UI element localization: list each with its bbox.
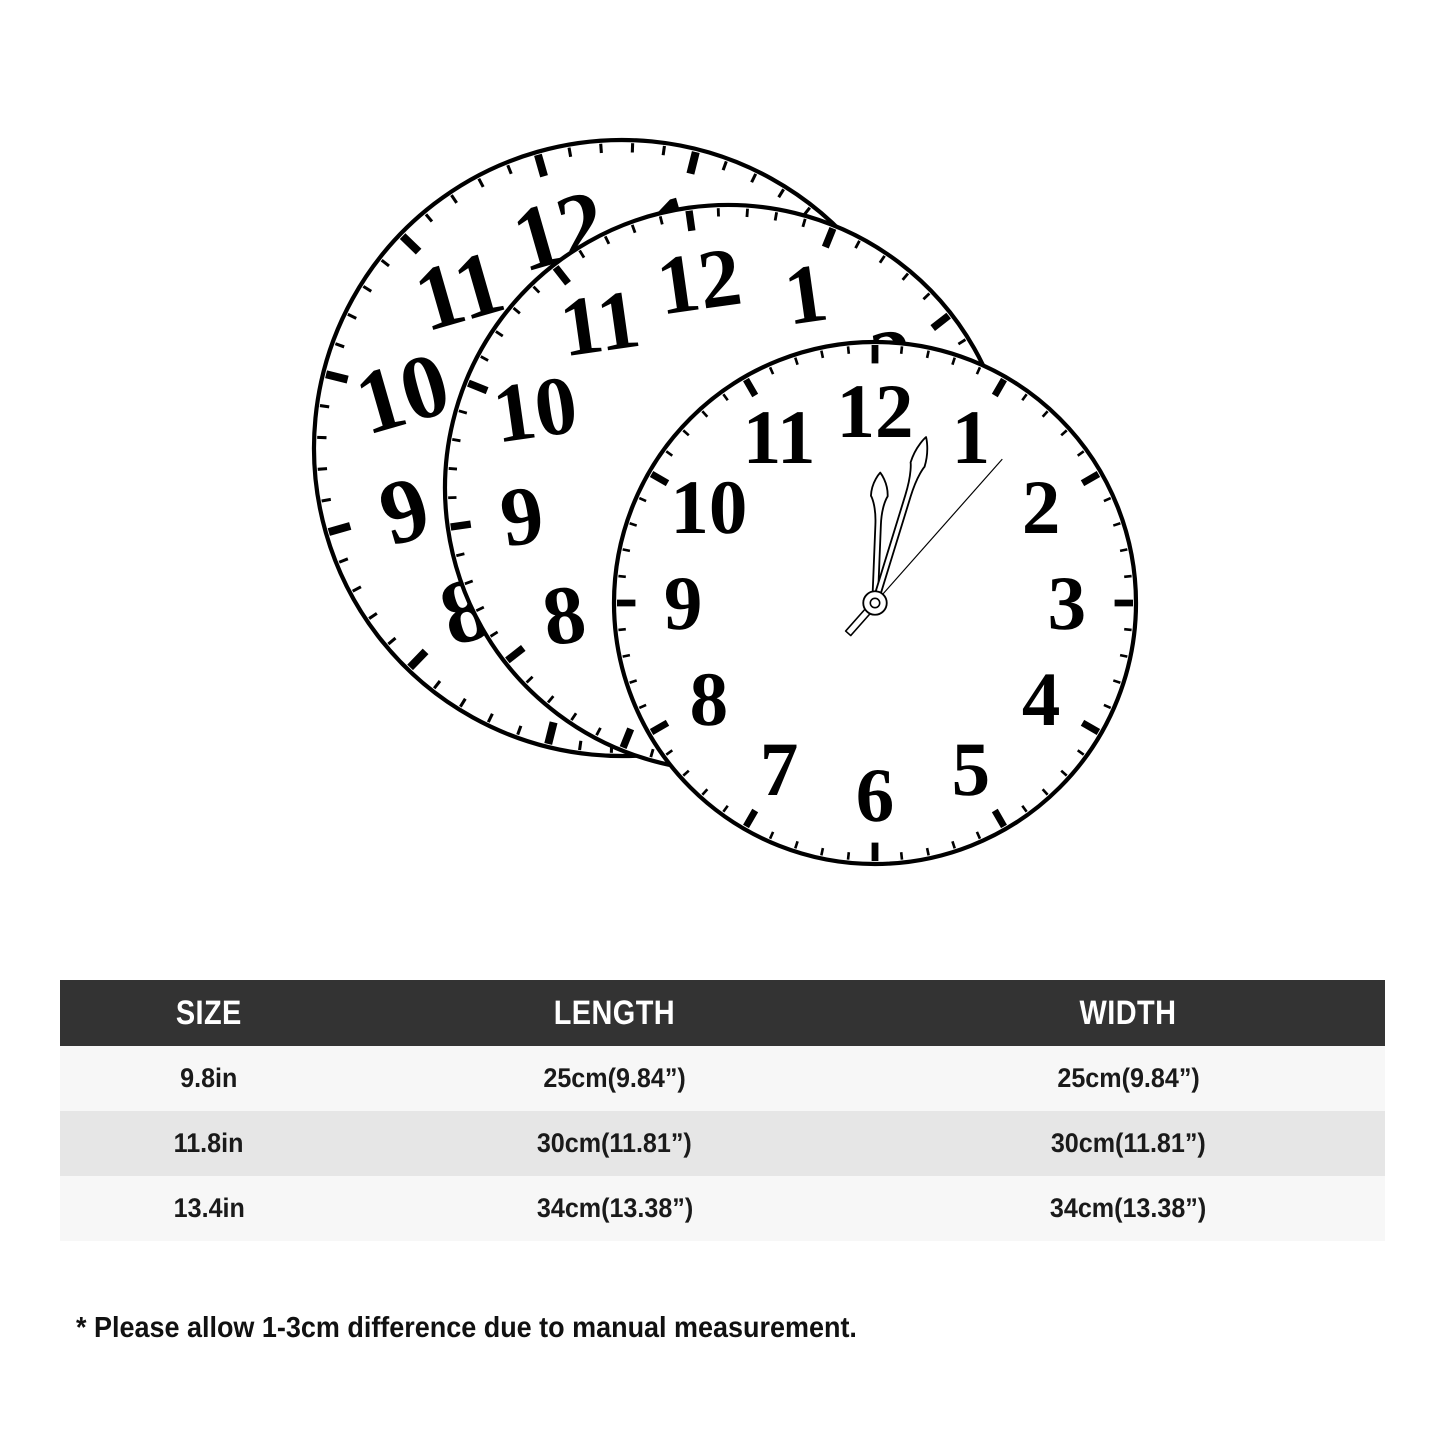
svg-text:9: 9 (664, 560, 703, 646)
svg-text:2: 2 (1022, 464, 1061, 550)
svg-text:11: 11 (554, 273, 645, 375)
svg-text:6: 6 (856, 752, 895, 838)
svg-text:8: 8 (690, 656, 729, 742)
svg-text:7: 7 (760, 726, 799, 812)
svg-text:4: 4 (1022, 656, 1061, 742)
svg-text:1: 1 (952, 394, 991, 480)
svg-text:12: 12 (651, 231, 746, 334)
svg-text:10: 10 (670, 464, 747, 550)
svg-text:3: 3 (1048, 560, 1087, 646)
svg-text:5: 5 (952, 726, 991, 812)
svg-text:11: 11 (743, 394, 816, 480)
svg-text:12: 12 (837, 368, 914, 454)
